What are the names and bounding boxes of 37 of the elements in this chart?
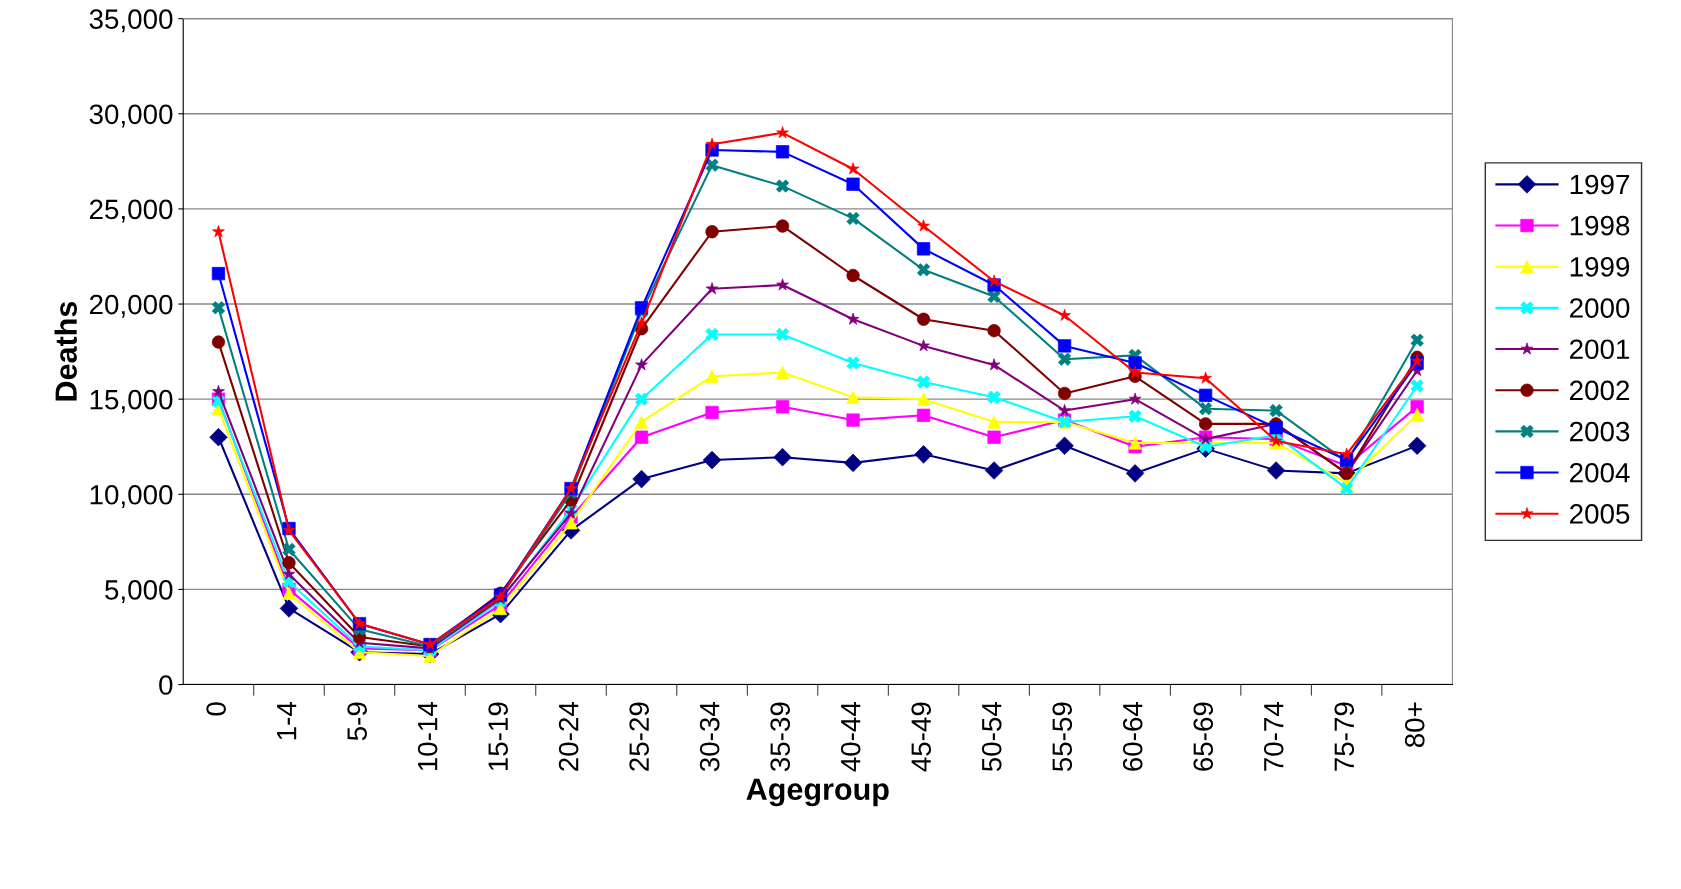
y-tick-label: 20,000 [89, 294, 173, 318]
x-tick-label: 40-44 [840, 702, 861, 772]
legend-label: 2004 [1570, 462, 1630, 483]
legend-label: 2000 [1570, 298, 1630, 318]
x-tick-label: 20-24 [558, 702, 579, 771]
x-tick-label: 15-19 [488, 702, 508, 771]
x-tick-label: 65-69 [1193, 702, 1214, 771]
x-tick-label: 55-59 [1052, 702, 1073, 772]
x-tick-label: 5-9 [347, 702, 367, 741]
legend-label: 2001 [1570, 339, 1630, 360]
legend-label: 2005 [1570, 504, 1630, 524]
y-axis-title: Deaths [54, 301, 77, 401]
x-tick-label: 75-79 [1334, 702, 1355, 771]
y-tick-label: 10,000 [90, 484, 173, 508]
y-tick-label: 25,000 [89, 199, 173, 223]
x-tick-label: 10-14 [417, 702, 438, 771]
x-tick-label: 35-39 [770, 702, 791, 772]
x-tick-label: 30-34 [699, 702, 720, 772]
legend-label: 1997 [1570, 174, 1630, 195]
legend-label: 1998 [1570, 215, 1630, 236]
y-tick-label: 15,000 [90, 389, 173, 413]
x-tick-label: 45-49 [911, 702, 932, 772]
legend-label: 2002 [1570, 380, 1630, 401]
y-tick-label: 5,000 [105, 580, 173, 604]
legend-label: 2003 [1570, 421, 1630, 442]
x-tick-label: 25-29 [629, 702, 649, 771]
x-tick-label: 50-54 [981, 702, 1002, 772]
x-tick-label: 1-4 [277, 702, 297, 740]
y-tick-label: 35,000 [89, 9, 173, 33]
y-tick-label: 30,000 [89, 104, 173, 128]
x-axis-title: Agegroup [746, 778, 889, 807]
x-tick-label: 70-74 [1263, 702, 1284, 771]
y-tick-label: 0 [159, 675, 173, 695]
x-tick-label: 0 [206, 702, 226, 716]
x-tick-label: 60-64 [1122, 702, 1143, 771]
x-tick-label: 80+ [1404, 702, 1425, 748]
legend-label: 1999 [1570, 257, 1630, 277]
